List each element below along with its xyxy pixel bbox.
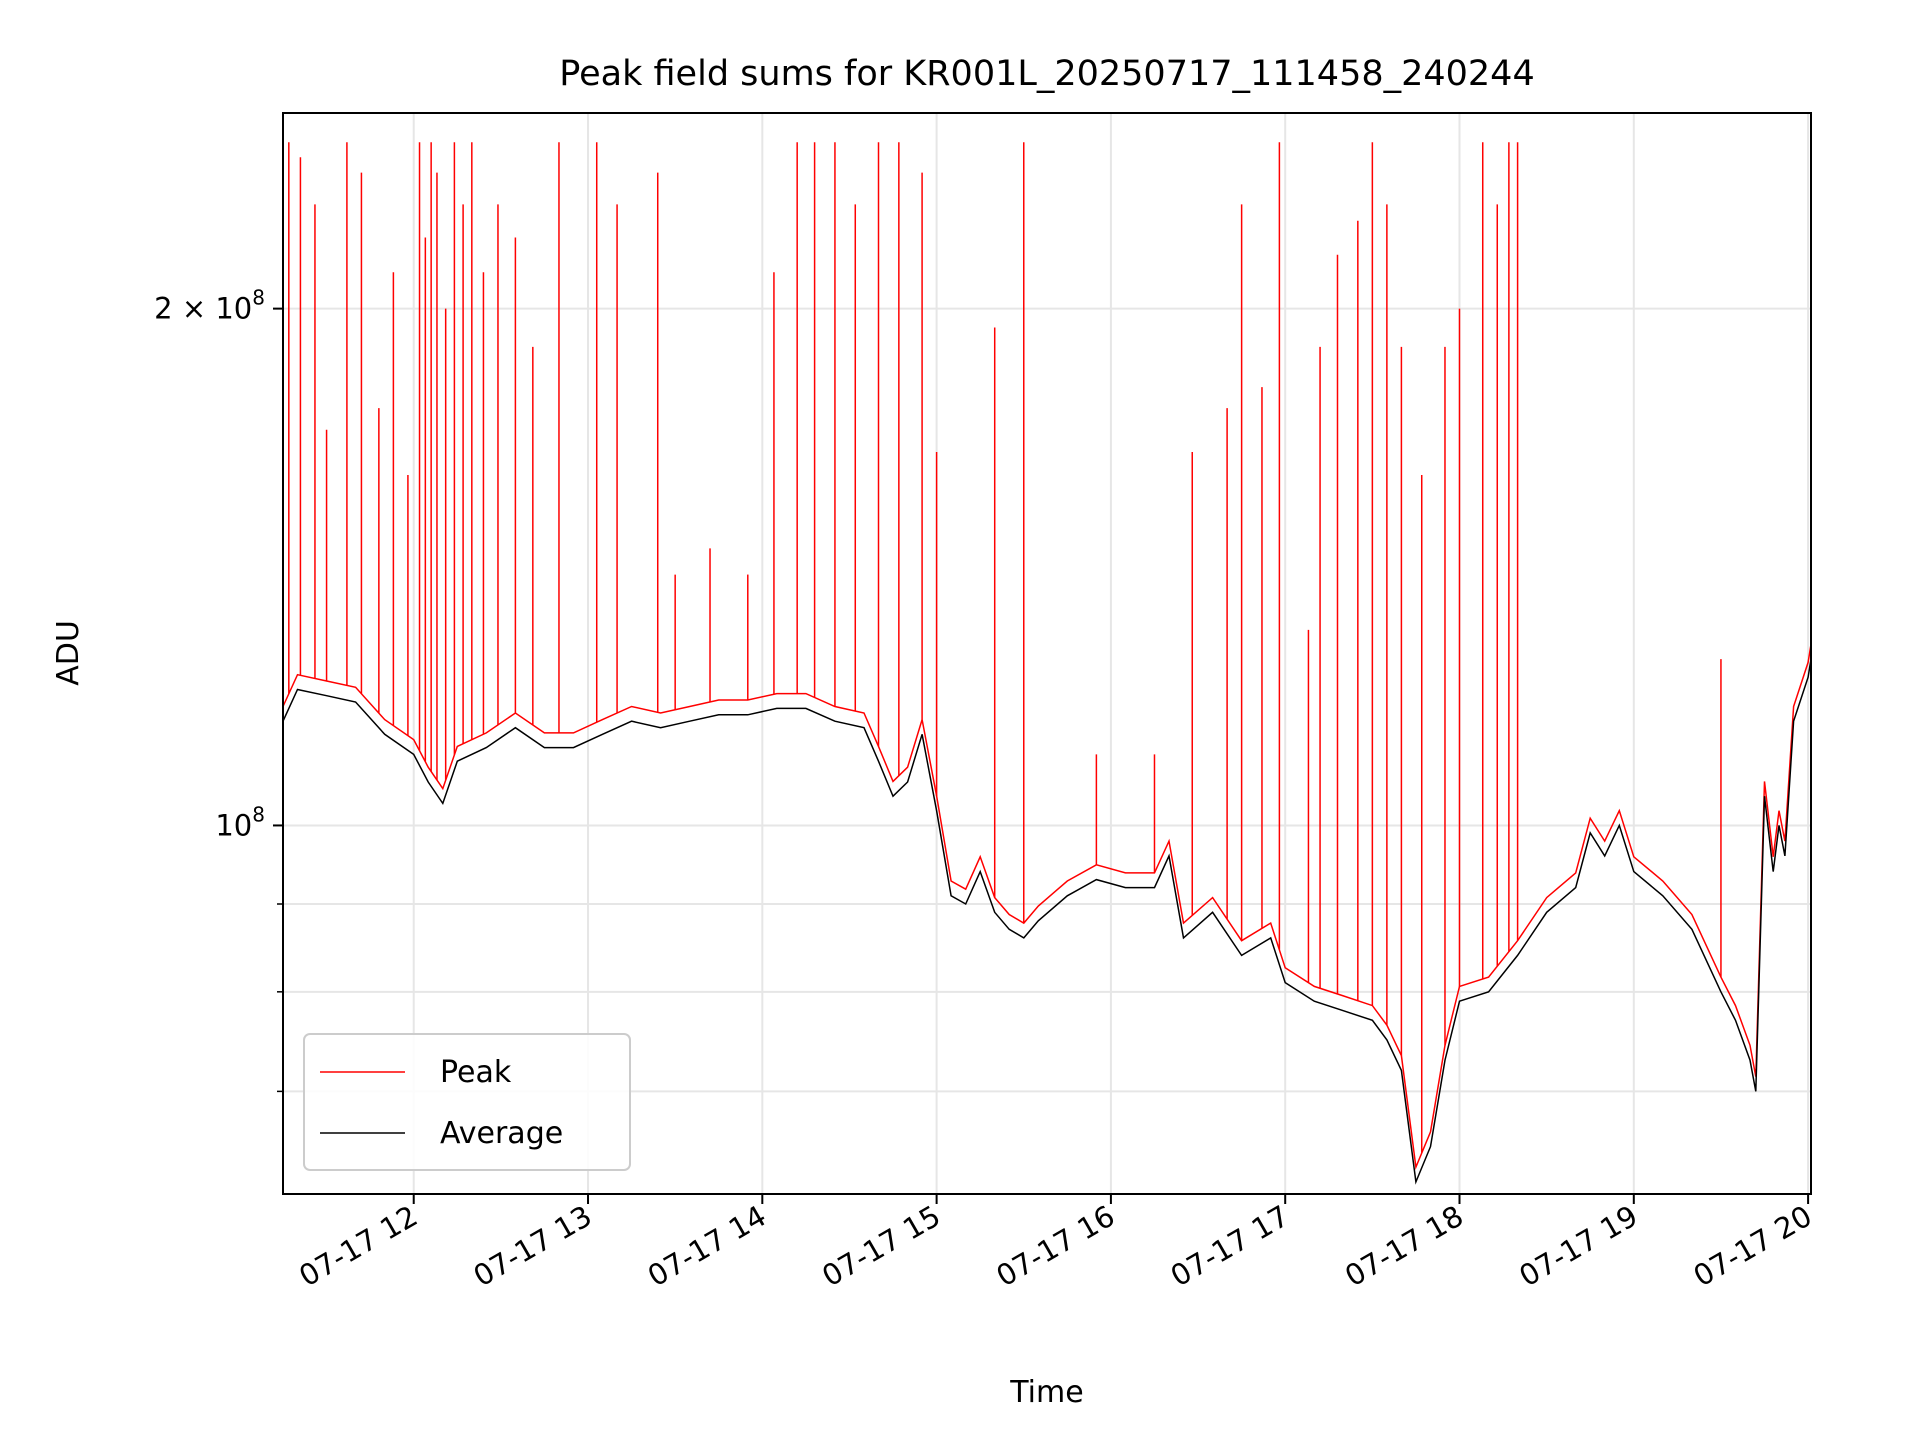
grid — [283, 113, 1811, 1194]
y-tick-label: 108 — [215, 802, 265, 842]
y-axis-label: ADU — [51, 620, 86, 686]
y-tick-label: 2 × 108 — [154, 286, 265, 326]
legend: Peak Average — [303, 1033, 631, 1171]
legend-label-peak: Peak — [440, 1055, 512, 1090]
x-axis-label: Time — [1009, 1375, 1083, 1410]
legend-label-average: Average — [440, 1116, 563, 1151]
legend-box — [303, 1033, 631, 1171]
average-series-line — [283, 658, 1811, 1185]
peak-series-line — [283, 644, 1811, 1170]
y-axis: 108 2 × 108 — [154, 286, 283, 1093]
plot-frame — [282, 112, 1812, 1195]
chart-title: Peak field sums for KR001L_20250717_1114… — [559, 54, 1534, 94]
plot-area — [283, 142, 1811, 1185]
